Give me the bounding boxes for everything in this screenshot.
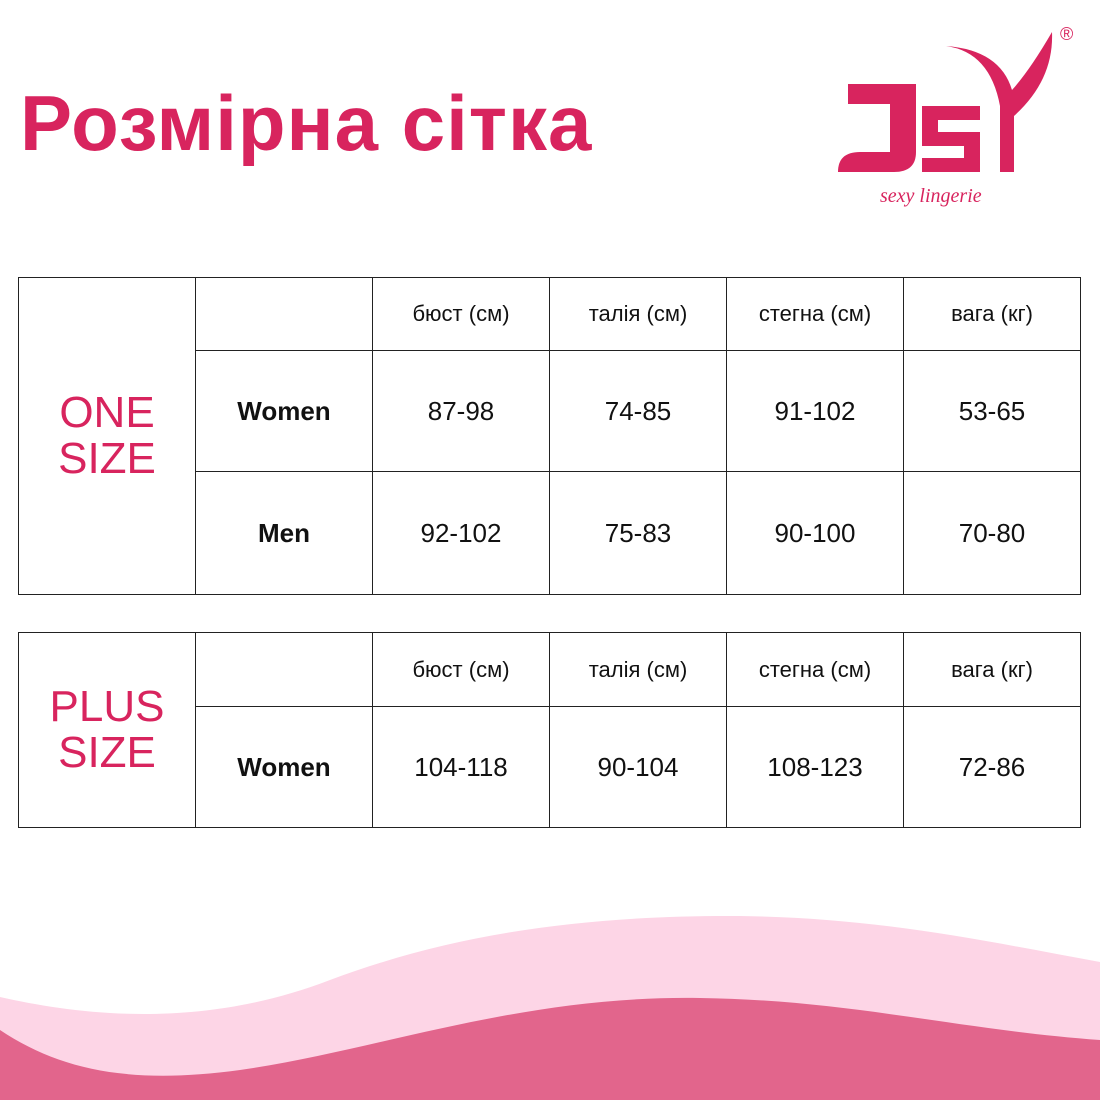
size-label: ONE SIZE (18, 277, 196, 595)
one-size-table: ONE SIZE бюст (см) талія (см) стегна (см)… (18, 277, 1081, 595)
wave-dark (0, 997, 1100, 1100)
empty-cell (195, 632, 373, 707)
column-header: талія (см) (549, 277, 727, 351)
row-group: Men (195, 471, 373, 595)
brand-logo: ® sexy lingerie (838, 24, 1073, 207)
column-header: вага (кг) (903, 632, 1081, 707)
cell: 72-86 (903, 706, 1081, 828)
header-row: PLUS SIZE бюст (см) талія (см) стегна (см… (18, 632, 1081, 828)
column-header: стегна (см) (726, 277, 904, 351)
plus-size-table: PLUS SIZE бюст (см) талія (см) стегна (см… (18, 632, 1081, 828)
cell: 108-123 (726, 706, 904, 828)
cell: 75-83 (549, 471, 727, 595)
column-header: бюст (см) (372, 277, 550, 351)
column-header: вага (кг) (903, 277, 1081, 351)
cell: 90-104 (549, 706, 727, 828)
size-label-line: SIZE (58, 728, 156, 777)
cell: 74-85 (549, 350, 727, 472)
row-group: Women (195, 350, 373, 472)
column-header: стегна (см) (726, 632, 904, 707)
table-row: Women 104-118 90-104 108-123 72-86 (19, 706, 1081, 828)
decorative-waves (0, 915, 1100, 1100)
size-label-line: PLUS (49, 682, 165, 731)
row-group: Women (195, 706, 373, 828)
cell: 92-102 (372, 471, 550, 595)
cell: 53-65 (903, 350, 1081, 472)
header-row: ONE SIZE бюст (см) талія (см) стегна (см)… (18, 277, 1081, 595)
cell: 104-118 (372, 706, 550, 828)
cell: 70-80 (903, 471, 1081, 595)
svg-text:®: ® (1060, 24, 1073, 44)
column-header: талія (см) (549, 632, 727, 707)
table-row: Men 92-102 75-83 90-100 70-80 (19, 471, 1081, 595)
empty-cell (195, 277, 373, 351)
cell: 87-98 (372, 350, 550, 472)
size-label-line: SIZE (58, 434, 156, 483)
size-label: PLUS SIZE (18, 632, 196, 828)
cell: 90-100 (726, 471, 904, 595)
size-label-line: ONE (59, 388, 155, 437)
column-header: бюст (см) (372, 632, 550, 707)
page-title: Розмірна сітка (20, 79, 593, 167)
cell: 91-102 (726, 350, 904, 472)
svg-text:sexy lingerie: sexy lingerie (880, 185, 982, 207)
